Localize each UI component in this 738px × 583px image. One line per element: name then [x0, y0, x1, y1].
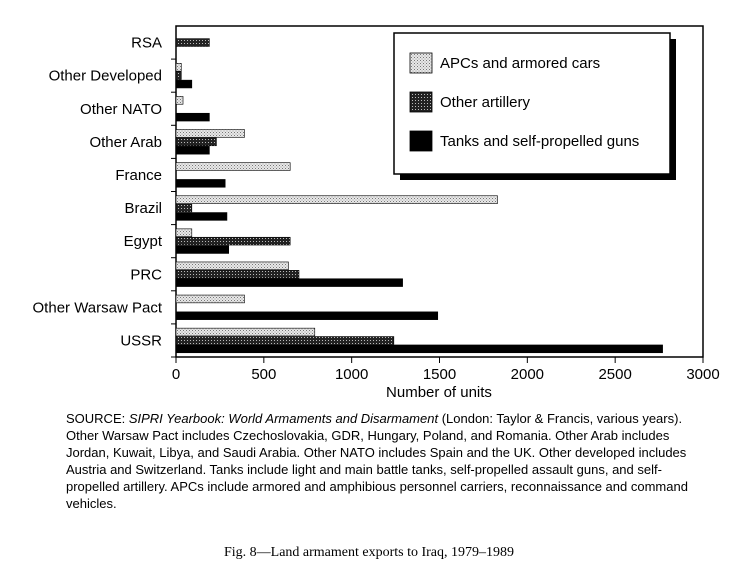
bar-other-developed-series-3 — [175, 79, 193, 89]
bar-other-arab-series-3 — [175, 146, 210, 155]
y-tick-label: USSR — [120, 332, 162, 349]
bar-chart: RSA Other Developed Other NATO Other Arab Fr… — [33, 25, 720, 400]
legend-swatch — [409, 52, 433, 74]
bar-prc-series-1 — [175, 261, 289, 271]
source-title: SIPRI Yearbook: World Armaments and Disa… — [128, 411, 439, 426]
bar-other-developed-series-2 — [175, 71, 182, 80]
x-tick-label: 2000 — [511, 366, 544, 383]
bar-other-arab-series-1 — [175, 129, 245, 138]
x-tick-label: 3000 — [686, 366, 719, 383]
bar-ussr-series-1 — [175, 327, 316, 337]
bar-france-series-1 — [175, 162, 291, 171]
figure-caption: Fig. 8—Land armament exports to Iraq, 19… — [223, 545, 515, 560]
bar-france-series-3 — [175, 179, 226, 188]
bar-prc-series-2 — [175, 270, 300, 279]
legend-label: APCs and armored cars — [440, 55, 600, 72]
legend-swatch — [409, 130, 433, 152]
bar-other-nato-series-1 — [175, 96, 184, 105]
bar-other-arab-series-2 — [175, 137, 217, 147]
source-note: SOURCE: SIPRI Yearbook: World Armaments … — [54, 410, 714, 512]
x-tick-label: 500 — [251, 366, 276, 383]
bar-other-warsaw-pact-series-3 — [175, 311, 439, 320]
bar-egypt-series-1 — [175, 228, 193, 237]
bar-ussr-series-3 — [175, 344, 663, 354]
y-tick-label: Other Developed — [49, 68, 162, 85]
bar-brazil-series-2 — [175, 203, 193, 213]
bar-prc-series-3 — [175, 278, 403, 287]
bar-egypt-series-2 — [175, 236, 291, 246]
x-tick-label: 0 — [172, 366, 180, 383]
y-tick-label: France — [115, 167, 162, 184]
y-tick-label: Egypt — [124, 233, 163, 250]
x-tick-label: 2500 — [598, 366, 631, 383]
legend-label: Other artillery — [440, 94, 531, 111]
legend-swatch — [409, 91, 433, 113]
bar-other-warsaw-pact-series-1 — [175, 294, 245, 304]
y-tick-label: Brazil — [124, 200, 162, 217]
bar-brazil-series-3 — [175, 212, 228, 221]
bar-other-nato-series-3 — [175, 112, 210, 122]
bar-brazil-series-1 — [175, 195, 498, 204]
y-tick-label: RSA — [131, 35, 162, 52]
x-tick-label: 1000 — [335, 366, 368, 383]
y-tick-label: Other NATO — [80, 101, 162, 118]
y-tick-label: Other Warsaw Pact — [33, 299, 163, 316]
x-tick-label: 1500 — [423, 366, 456, 383]
y-tick-label: Other Arab — [89, 134, 162, 151]
y-tick-label: PRC — [130, 266, 162, 283]
source-prefix: SOURCE: — [66, 411, 129, 426]
x-axis-title: Number of units — [386, 384, 492, 400]
legend-box — [393, 32, 671, 175]
bar-other-developed-series-1 — [175, 63, 182, 72]
bar-rsa-series-2 — [175, 38, 210, 47]
bar-ussr-series-2 — [175, 336, 395, 345]
legend: APCs and armored cars Other artillery Tank… — [393, 32, 676, 180]
bar-egypt-series-3 — [175, 245, 230, 254]
source-text: (London: Taylor & Francis, various years… — [66, 411, 688, 511]
legend-label: Tanks and self-propelled guns — [440, 133, 639, 150]
